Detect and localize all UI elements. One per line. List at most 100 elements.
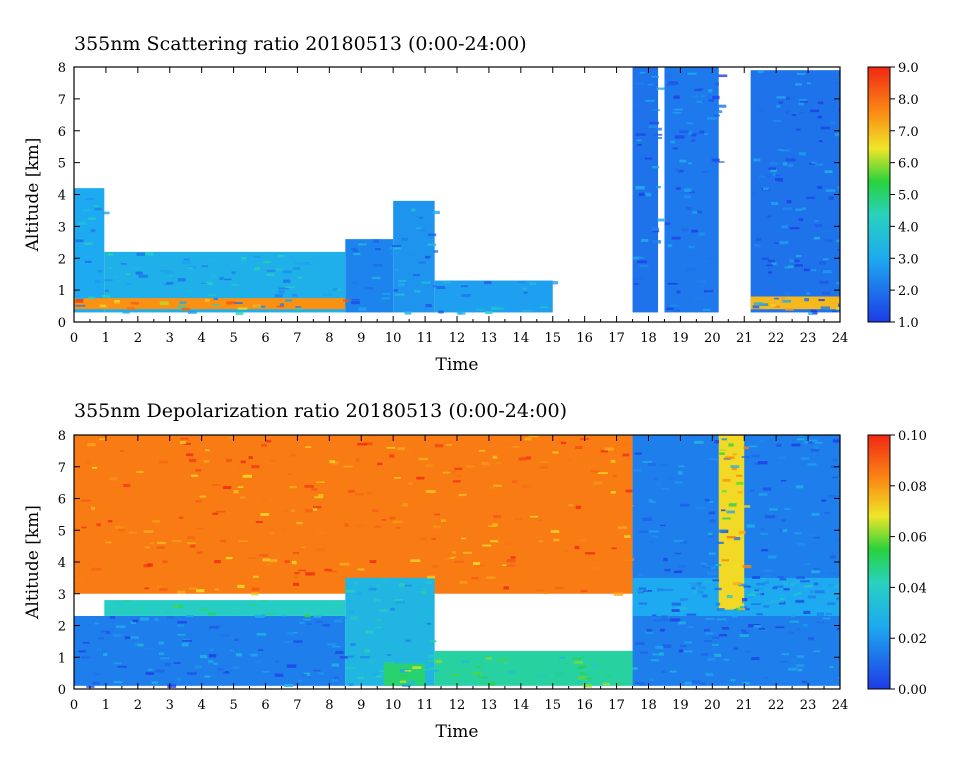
heatmap-speckle — [265, 439, 272, 443]
x-tick-label: 8 — [325, 698, 333, 713]
heatmap-speckle — [593, 481, 603, 485]
heatmap-speckle — [712, 579, 720, 582]
heatmap-speckle — [434, 513, 441, 516]
heatmap-speckle — [454, 467, 463, 470]
heatmap-speckle — [706, 116, 717, 120]
heatmap-speckle — [760, 528, 765, 531]
heatmap-speckle — [694, 88, 703, 92]
heatmap-speckle — [709, 519, 716, 523]
heatmap-speckle — [251, 465, 260, 469]
heatmap-speckle — [784, 292, 791, 296]
heatmap-speckle — [767, 215, 772, 218]
heatmap-speckle — [787, 163, 794, 167]
heatmap-speckle — [720, 509, 726, 512]
heatmap-speckle — [808, 163, 819, 165]
heatmap-speckle — [300, 546, 306, 549]
heatmap-speckle — [447, 557, 454, 559]
heatmap-speckle — [660, 628, 665, 632]
heatmap-speckle — [679, 503, 690, 507]
heatmap-speckle — [808, 637, 815, 641]
heatmap-speckle — [613, 592, 624, 596]
heatmap-speckle — [428, 654, 438, 658]
heatmap-speckle — [208, 660, 214, 664]
heatmap-speckle — [761, 72, 771, 76]
heatmap-speckle — [262, 499, 267, 502]
heatmap-speckle — [292, 582, 300, 586]
heatmap-speckle — [688, 582, 699, 585]
heatmap-speckle — [140, 617, 149, 621]
heatmap-speckle — [87, 443, 96, 447]
heatmap-speckle — [425, 464, 435, 468]
heatmap-speckle — [594, 683, 601, 686]
heatmap-speckle — [370, 288, 376, 292]
heatmap-speckle — [536, 589, 545, 592]
heatmap-speckle — [776, 96, 786, 99]
heatmap-speckle — [451, 556, 457, 559]
heatmap-speckle — [329, 460, 335, 464]
heatmap-speckle — [758, 439, 764, 443]
heatmap-speckle — [147, 668, 153, 671]
heatmap-speckle — [647, 83, 654, 86]
heatmap-speckle — [819, 280, 829, 284]
heatmap-speckle — [331, 663, 339, 667]
heatmap-speckle — [331, 678, 339, 682]
heatmap-speckle — [182, 639, 192, 642]
heatmap-speckle — [78, 650, 86, 653]
heatmap-speckle — [779, 577, 787, 581]
heatmap-speckle — [732, 582, 742, 586]
heatmap-speckle — [343, 465, 353, 468]
heatmap-speckle — [290, 310, 300, 313]
heatmap-speckle — [776, 576, 784, 578]
heatmap-speckle — [808, 439, 818, 442]
heatmap-speckle — [380, 494, 387, 497]
heatmap-speckle — [181, 261, 192, 265]
heatmap-speckle — [838, 676, 840, 680]
heatmap-speckle — [778, 456, 786, 459]
heatmap-speckle — [831, 476, 839, 479]
heatmap-speckle — [240, 259, 248, 263]
heatmap-speckle — [684, 188, 692, 192]
heatmap-speckle — [285, 286, 295, 288]
heatmap-speckle — [716, 608, 725, 611]
heatmap-speckle — [772, 120, 781, 123]
heatmap-speckle — [279, 303, 285, 306]
heatmap-speckle — [205, 298, 210, 302]
heatmap-speckle — [659, 652, 664, 656]
heatmap-speckle — [485, 657, 492, 660]
heatmap-speckle — [590, 470, 600, 473]
heatmap-speckle — [769, 508, 778, 511]
heatmap-speckle — [785, 307, 794, 311]
heatmap-speckle — [654, 526, 664, 530]
heatmap-speckle — [231, 607, 238, 610]
heatmap-speckle — [776, 443, 782, 447]
heatmap-speckle — [761, 578, 766, 581]
heatmap-speckle — [823, 258, 829, 261]
heatmap-speckle — [353, 582, 359, 586]
heatmap-speckle — [699, 130, 705, 134]
heatmap-speckle — [707, 657, 716, 662]
heatmap-speckle — [691, 587, 696, 590]
heatmap-speckle — [722, 517, 731, 520]
heatmap-speckle — [814, 590, 825, 594]
heatmap-speckle — [314, 496, 323, 499]
heatmap-speckle — [756, 613, 763, 616]
heatmap-speckle — [345, 589, 356, 593]
heatmap-speckle — [432, 525, 441, 529]
heatmap-speckle — [803, 610, 811, 615]
heatmap-speckle — [318, 494, 324, 498]
heatmap-speckle — [661, 488, 670, 490]
heatmap-speckle — [484, 280, 492, 285]
x-tick-label: 17 — [608, 331, 625, 346]
heatmap-speckle — [661, 615, 668, 619]
colorbar-tick-label: 2.0 — [898, 284, 919, 299]
heatmap-speckle — [796, 72, 806, 75]
heatmap-speckle — [825, 613, 833, 615]
heatmap-speckle — [707, 170, 715, 173]
heatmap-speckle — [335, 603, 340, 606]
heatmap-speckle — [384, 526, 392, 530]
heatmap-speckle — [714, 653, 722, 657]
heatmap-speckle — [813, 446, 820, 450]
heatmap-speckle — [703, 290, 714, 293]
heatmap-speckle — [764, 543, 772, 547]
heatmap-speckle — [213, 297, 218, 301]
